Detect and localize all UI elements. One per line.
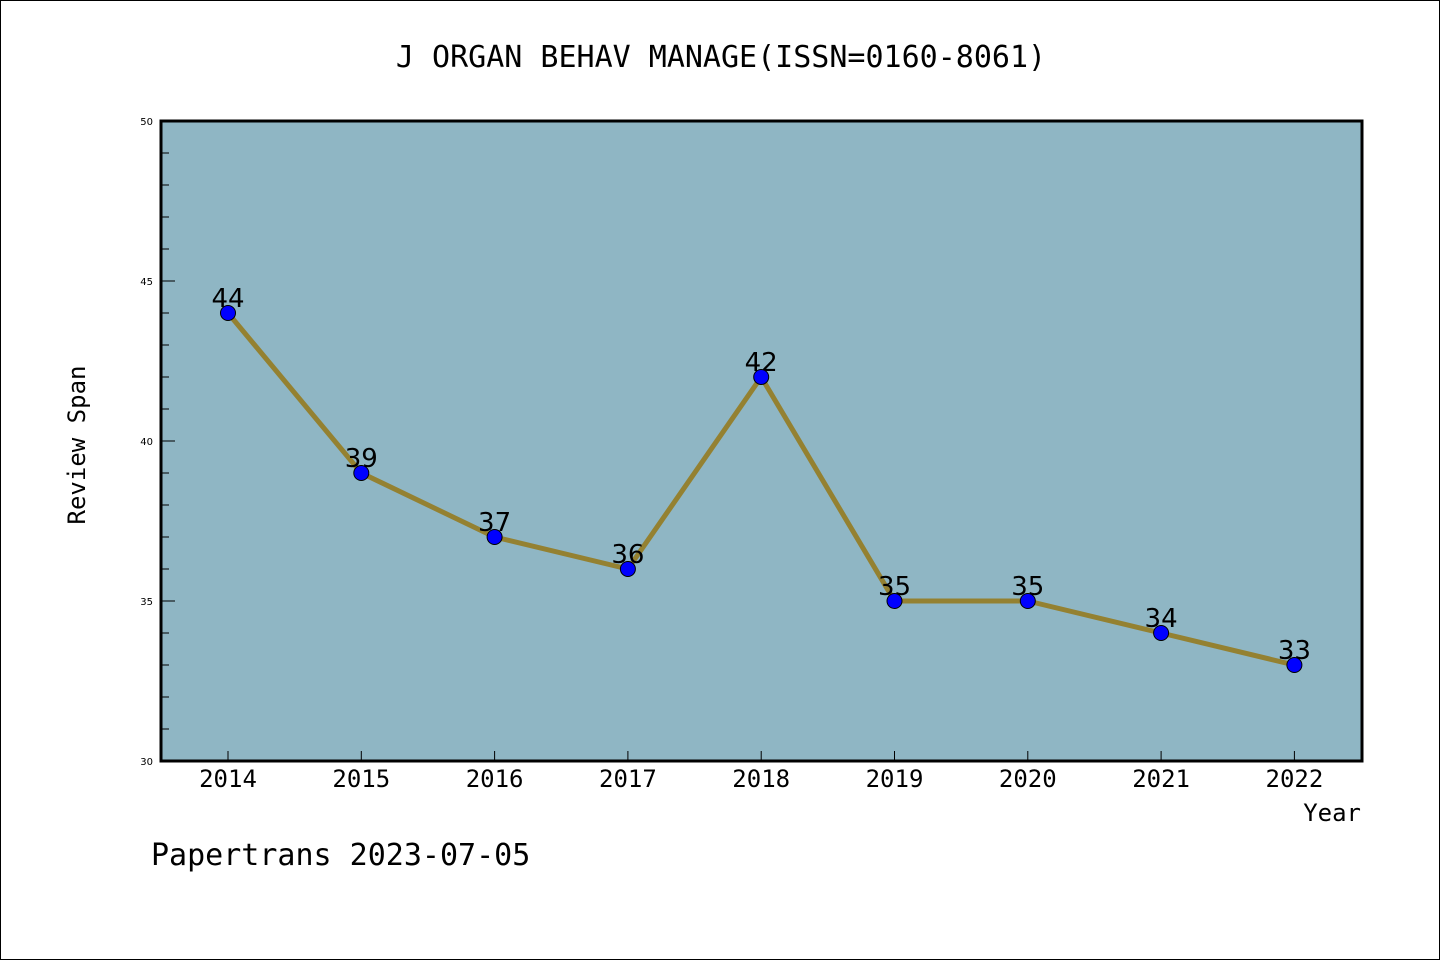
plot-border bbox=[159, 119, 1364, 763]
plot-area bbox=[161, 121, 1362, 761]
x-tick-label: 2022 bbox=[1266, 765, 1324, 793]
x-tick-label: 2019 bbox=[866, 765, 924, 793]
data-point bbox=[753, 369, 770, 385]
x-tick-label: 2015 bbox=[332, 765, 390, 793]
data-point bbox=[353, 465, 370, 481]
y-tick-label: 50 bbox=[140, 117, 153, 128]
data-point bbox=[1019, 593, 1036, 609]
y-tick-label: 35 bbox=[140, 597, 153, 608]
data-point bbox=[886, 593, 903, 609]
data-point bbox=[486, 529, 503, 545]
data-point bbox=[220, 305, 236, 321]
x-tick-label: 2021 bbox=[1132, 765, 1190, 793]
x-axis: 2014 2015 2016 2017 2018 2019 2020 2021 2022 bbox=[199, 751, 1323, 793]
chart-title: J ORGAN BEHAV MANAGE(ISSN=0160-8061) bbox=[396, 40, 1046, 75]
data-point bbox=[1153, 625, 1170, 641]
data-point bbox=[1286, 657, 1303, 673]
y-tick-label: 45 bbox=[140, 277, 153, 288]
y-tick-label: 30 bbox=[140, 757, 153, 768]
footer-text: Papertrans 2023-07-05 bbox=[151, 838, 530, 873]
x-tick-label: 2017 bbox=[599, 765, 657, 793]
x-tick-label: 2020 bbox=[999, 765, 1057, 793]
x-tick-label: 2014 bbox=[199, 765, 257, 793]
y-tick-label: 40 bbox=[140, 437, 153, 448]
x-tick-label: 2018 bbox=[732, 765, 790, 793]
x-axis-label: Year bbox=[1303, 799, 1361, 827]
x-tick-label: 2016 bbox=[466, 765, 524, 793]
y-axis-label: Review Span bbox=[63, 366, 91, 525]
data-point bbox=[619, 561, 636, 577]
